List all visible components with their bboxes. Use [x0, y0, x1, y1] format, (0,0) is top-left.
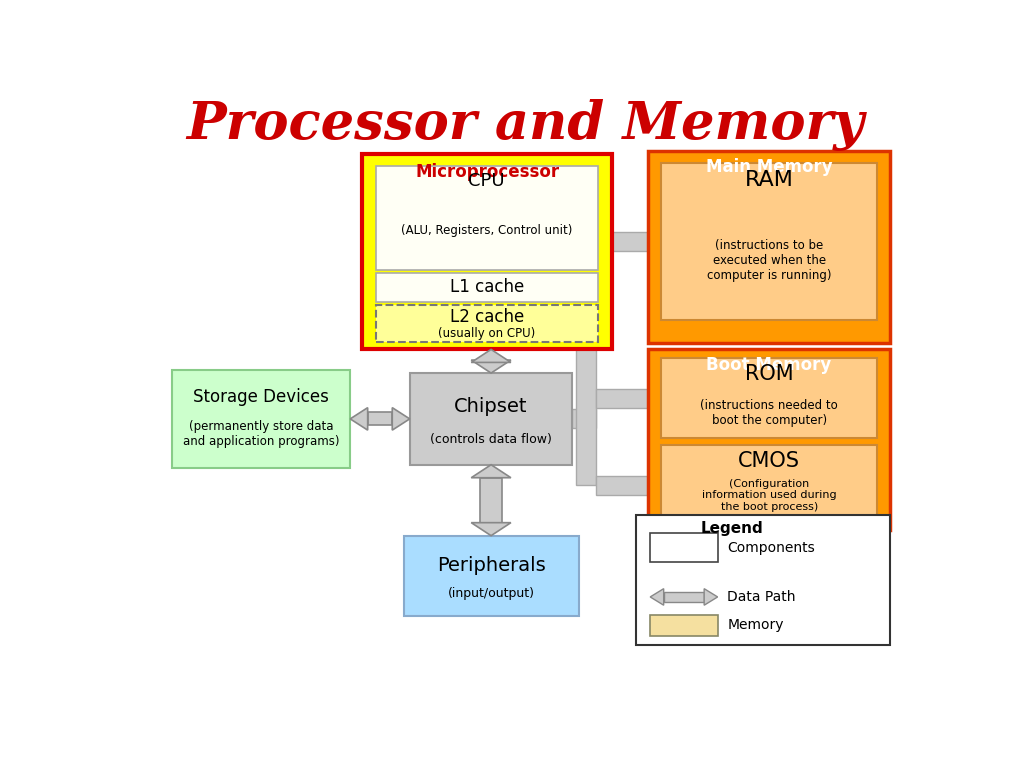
- FancyBboxPatch shape: [410, 373, 572, 465]
- Polygon shape: [471, 360, 511, 373]
- Text: Memory: Memory: [727, 618, 783, 632]
- Text: (usually on CPU): (usually on CPU): [438, 327, 536, 340]
- Text: Microprocessor: Microprocessor: [415, 163, 559, 181]
- Polygon shape: [471, 349, 511, 362]
- FancyBboxPatch shape: [650, 614, 718, 636]
- Text: (Configuration
information used during
the boot process): (Configuration information used during t…: [701, 479, 837, 512]
- Text: Storage Devices: Storage Devices: [193, 389, 329, 406]
- FancyBboxPatch shape: [172, 370, 350, 468]
- Text: (instructions to be
executed when the
computer is running): (instructions to be executed when the co…: [707, 239, 831, 282]
- Polygon shape: [480, 360, 502, 362]
- Polygon shape: [572, 409, 596, 429]
- Polygon shape: [471, 465, 511, 478]
- Text: (permanently store data
and application programs): (permanently store data and application …: [182, 419, 339, 448]
- Text: (ALU, Registers, Control unit): (ALU, Registers, Control unit): [401, 223, 572, 237]
- Text: Main Memory: Main Memory: [706, 158, 833, 177]
- Polygon shape: [350, 408, 368, 430]
- Polygon shape: [577, 241, 596, 485]
- Polygon shape: [392, 408, 410, 430]
- Text: Boot Memory: Boot Memory: [707, 356, 831, 375]
- Text: (controls data flow): (controls data flow): [430, 432, 552, 445]
- FancyBboxPatch shape: [636, 515, 890, 645]
- Text: Legend: Legend: [701, 521, 764, 536]
- FancyBboxPatch shape: [662, 445, 878, 525]
- Text: ROM: ROM: [744, 364, 794, 384]
- Polygon shape: [596, 475, 648, 495]
- Text: (instructions needed to
boot the computer): (instructions needed to boot the compute…: [700, 399, 838, 426]
- Text: CMOS: CMOS: [738, 451, 800, 471]
- Text: L2 cache: L2 cache: [450, 308, 524, 326]
- FancyBboxPatch shape: [648, 151, 890, 343]
- FancyBboxPatch shape: [376, 166, 598, 270]
- Text: CPU: CPU: [468, 172, 505, 190]
- FancyBboxPatch shape: [662, 163, 878, 319]
- FancyBboxPatch shape: [404, 536, 579, 615]
- Polygon shape: [480, 478, 502, 523]
- Text: Peripherals: Peripherals: [437, 556, 546, 574]
- FancyBboxPatch shape: [376, 273, 598, 302]
- Polygon shape: [650, 588, 664, 605]
- Text: Chipset: Chipset: [455, 398, 527, 416]
- Polygon shape: [705, 588, 718, 605]
- Text: Data Path: Data Path: [727, 590, 796, 604]
- Text: Components: Components: [727, 541, 815, 554]
- FancyBboxPatch shape: [648, 349, 890, 530]
- Polygon shape: [471, 523, 511, 536]
- Text: (input/output): (input/output): [447, 588, 535, 601]
- Text: RAM: RAM: [744, 170, 794, 190]
- Polygon shape: [368, 412, 392, 425]
- Text: L1 cache: L1 cache: [450, 278, 524, 296]
- Polygon shape: [596, 389, 648, 408]
- Text: Processor and Memory: Processor and Memory: [186, 98, 863, 151]
- FancyBboxPatch shape: [362, 154, 612, 349]
- Polygon shape: [664, 592, 705, 601]
- Polygon shape: [596, 232, 648, 251]
- FancyBboxPatch shape: [662, 358, 878, 438]
- FancyBboxPatch shape: [650, 534, 718, 562]
- FancyBboxPatch shape: [376, 305, 598, 342]
